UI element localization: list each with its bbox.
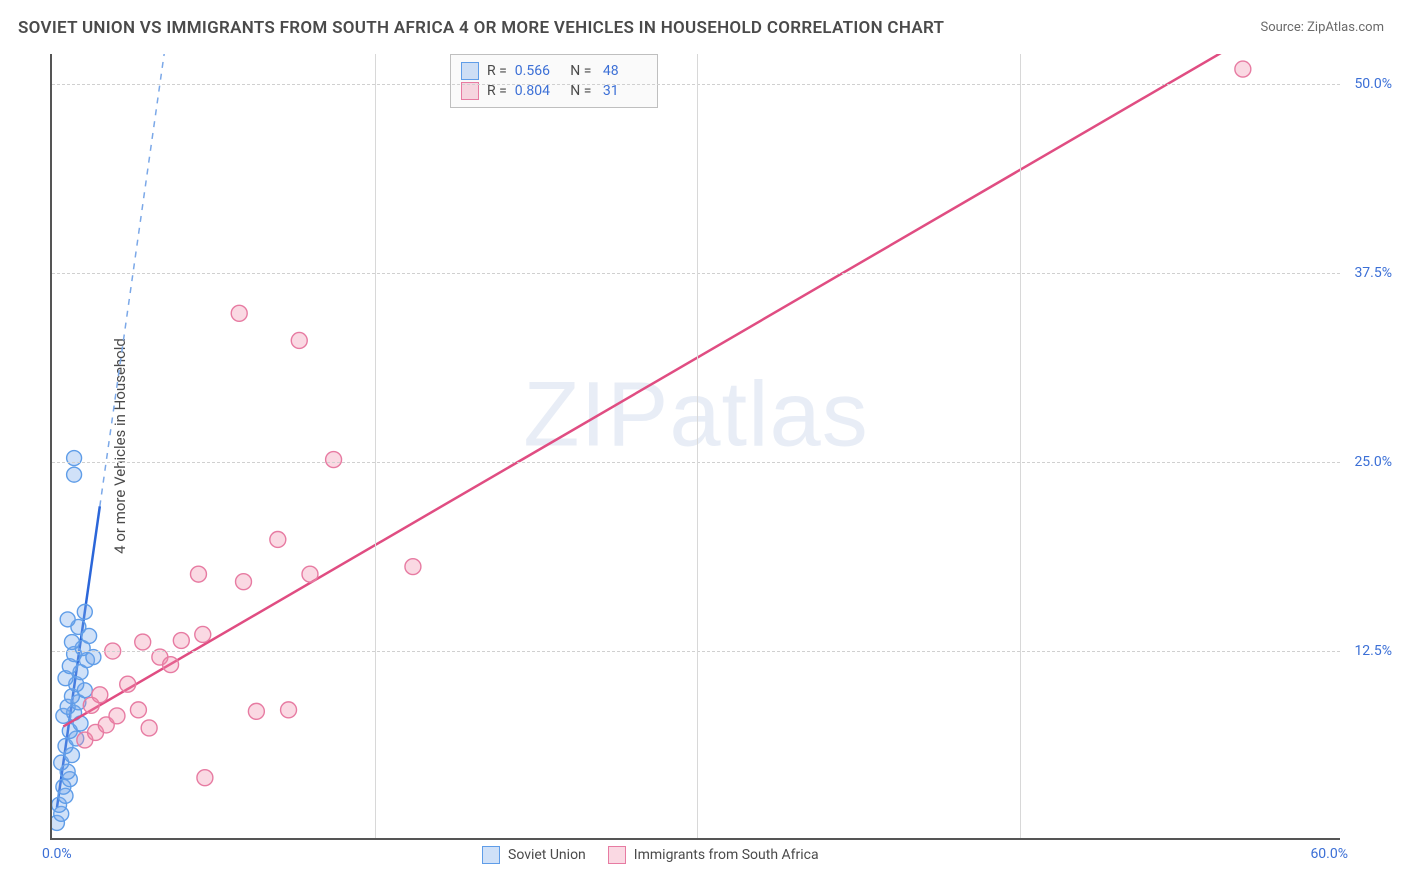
chart-svg [52,54,1340,838]
stat-r-label: R = [487,83,507,99]
data-point [281,702,297,718]
x-tick-min: 0.0% [42,846,72,862]
data-point [109,708,125,724]
data-point [67,467,82,482]
stat-n-label: N = [567,83,592,99]
trend-line [63,54,1232,726]
trend-line-ext [100,54,171,506]
stats-legend: R = 0.566 N = 48 R = 0.804 N = 31 [450,54,658,108]
y-tick-label: 50.0% [1344,76,1392,92]
data-point [270,531,286,547]
data-point [291,332,307,348]
data-point [130,702,146,718]
stat-r-value: 0.804 [515,83,559,99]
gridline-h [52,651,1340,652]
stats-row: R = 0.566 N = 48 [461,61,643,81]
plot-area: ZIPatlas R =0.566 N = 48R =0.804 N = 31 … [50,54,1340,840]
bottom-legend: Soviet Union Immigrants from South Africa [482,846,819,864]
data-point [248,703,264,719]
data-point [302,566,318,582]
stat-n-label: N = [567,63,592,79]
data-point [231,305,247,321]
legend-item: Soviet Union [482,846,586,864]
stat-r-label: R = [487,63,507,79]
gridline-v [697,54,698,838]
data-point [120,676,136,692]
gridline-h [52,462,1340,463]
gridline-h [52,84,1340,85]
data-point [77,604,92,619]
data-point [197,770,213,786]
data-point [92,687,108,703]
stat-r-value: 0.566 [515,63,559,79]
stat-n-value: 31 [599,83,643,99]
data-point [67,451,82,466]
legend-swatch [608,846,626,864]
data-point [236,574,252,590]
legend-item: Immigrants from South Africa [608,846,819,864]
data-point [190,566,206,582]
data-point [163,657,179,673]
stat-n-value: 48 [599,63,643,79]
legend-swatch [461,62,479,80]
data-point [173,633,189,649]
data-point [135,634,151,650]
gridline-v [1020,54,1021,838]
gridline-v [375,54,376,838]
data-point [326,452,342,468]
y-tick-label: 25.0% [1344,454,1392,470]
data-point [405,559,421,575]
chart-title: SOVIET UNION VS IMMIGRANTS FROM SOUTH AF… [18,18,944,38]
legend-swatch [482,846,500,864]
source-label: Source: ZipAtlas.com [1260,20,1384,35]
data-point [64,635,79,650]
y-tick-label: 12.5% [1344,643,1392,659]
x-tick-max: 60.0% [1310,846,1348,862]
data-point [1235,61,1251,77]
data-point [195,626,211,642]
y-tick-label: 37.5% [1344,265,1392,281]
data-point [141,720,157,736]
gridline-h [52,273,1340,274]
legend-label: Soviet Union [508,847,586,863]
data-point [60,612,75,627]
legend-label: Immigrants from South Africa [634,847,819,863]
